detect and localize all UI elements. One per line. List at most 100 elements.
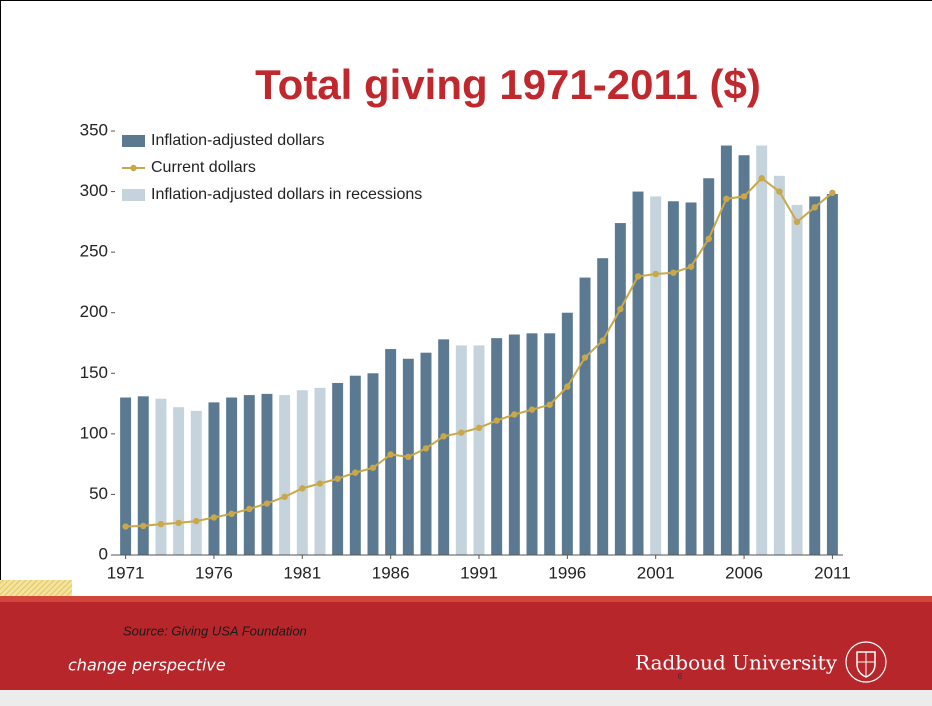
line-point [564,383,571,390]
line-point [670,269,677,276]
line-point [175,519,182,527]
legend-label: Inflation-adjusted dollars in recessions [151,186,422,203]
tagline: change perspective [68,656,226,675]
line-point [581,354,589,361]
line-point [829,189,836,196]
y-tick-label: 50 [89,484,108,503]
x-tick-label: 1986 [372,563,410,582]
page-number: 6 [678,672,683,681]
line-point [687,263,695,270]
bar [667,201,679,555]
line-point [210,514,218,521]
bar [544,333,556,555]
legend-swatch [122,135,145,147]
bar [455,345,467,555]
line-point [316,480,324,487]
line-point [705,235,712,243]
legend-swatch [122,189,145,201]
line-point [528,406,536,413]
line-point [440,433,447,440]
x-tick-label: 2001 [637,563,675,582]
bar [650,196,662,555]
bar [314,387,326,555]
bar [226,397,238,555]
bar [809,196,821,555]
line-point [793,218,801,226]
y-tick-label: 250 [80,242,108,261]
bar [120,397,132,555]
bar [720,145,732,555]
line-point [723,195,730,203]
line-point [634,273,642,280]
footer-bottom [0,690,932,706]
source: Source: Giving USA Foundation [123,623,307,638]
line-point [122,523,129,530]
line-point [758,175,765,182]
x-tick-label: 1971 [107,563,145,582]
line-point [263,500,271,507]
line-point [458,429,465,436]
bar [137,396,149,555]
y-tick-label: 350 [80,120,108,139]
line-point [546,401,553,408]
bar [173,407,185,555]
x-tick-label: 1981 [283,563,321,582]
bar [597,258,609,555]
line-point [334,475,341,482]
y-tick-label: 200 [80,302,108,321]
line-point [352,469,359,476]
bar [561,312,573,555]
line-point [246,505,253,513]
line-point [617,305,624,313]
y-tick-label: 0 [99,544,108,563]
legend-label: Inflation-adjusted dollars [151,132,324,149]
bar [261,393,273,555]
line-point [281,493,288,501]
x-tick-label: 2006 [725,563,763,582]
bar [791,204,803,555]
brand: Radboud University [635,651,838,675]
bar [332,382,344,555]
bar [155,398,167,555]
bar [579,277,591,555]
line-point [228,510,235,518]
bar [491,338,503,555]
hatch-stripe [0,580,72,598]
bar [367,373,379,555]
line-point [652,270,659,278]
line-point [422,445,430,452]
bar [296,390,308,555]
bar [632,191,644,556]
line-point [599,337,606,344]
x-tick-label: 2011 [814,563,851,582]
line-point [511,411,518,418]
line-point [405,453,412,461]
footer-edge [0,596,932,602]
line-point [740,193,748,200]
bar [703,178,715,555]
bar [208,402,220,555]
line-point [369,464,377,471]
legend-label: Current dollars [151,159,256,176]
bar [473,345,485,555]
bar [826,193,838,555]
y-tick-label: 300 [80,181,108,200]
footer-band [0,596,932,690]
line-point [140,522,147,530]
bar [279,395,291,555]
line-point [193,517,200,525]
bar [438,339,450,555]
bar [738,155,750,555]
bar [420,352,432,555]
logo [845,641,887,683]
y-tick-label: 150 [80,363,108,382]
line-point [387,451,394,458]
bar [243,395,255,555]
line-point [475,424,483,431]
line-point [811,204,818,211]
slide-title: Total giving 1971-2011 ($) [255,61,761,108]
line-point [493,417,500,424]
bar [773,175,785,555]
